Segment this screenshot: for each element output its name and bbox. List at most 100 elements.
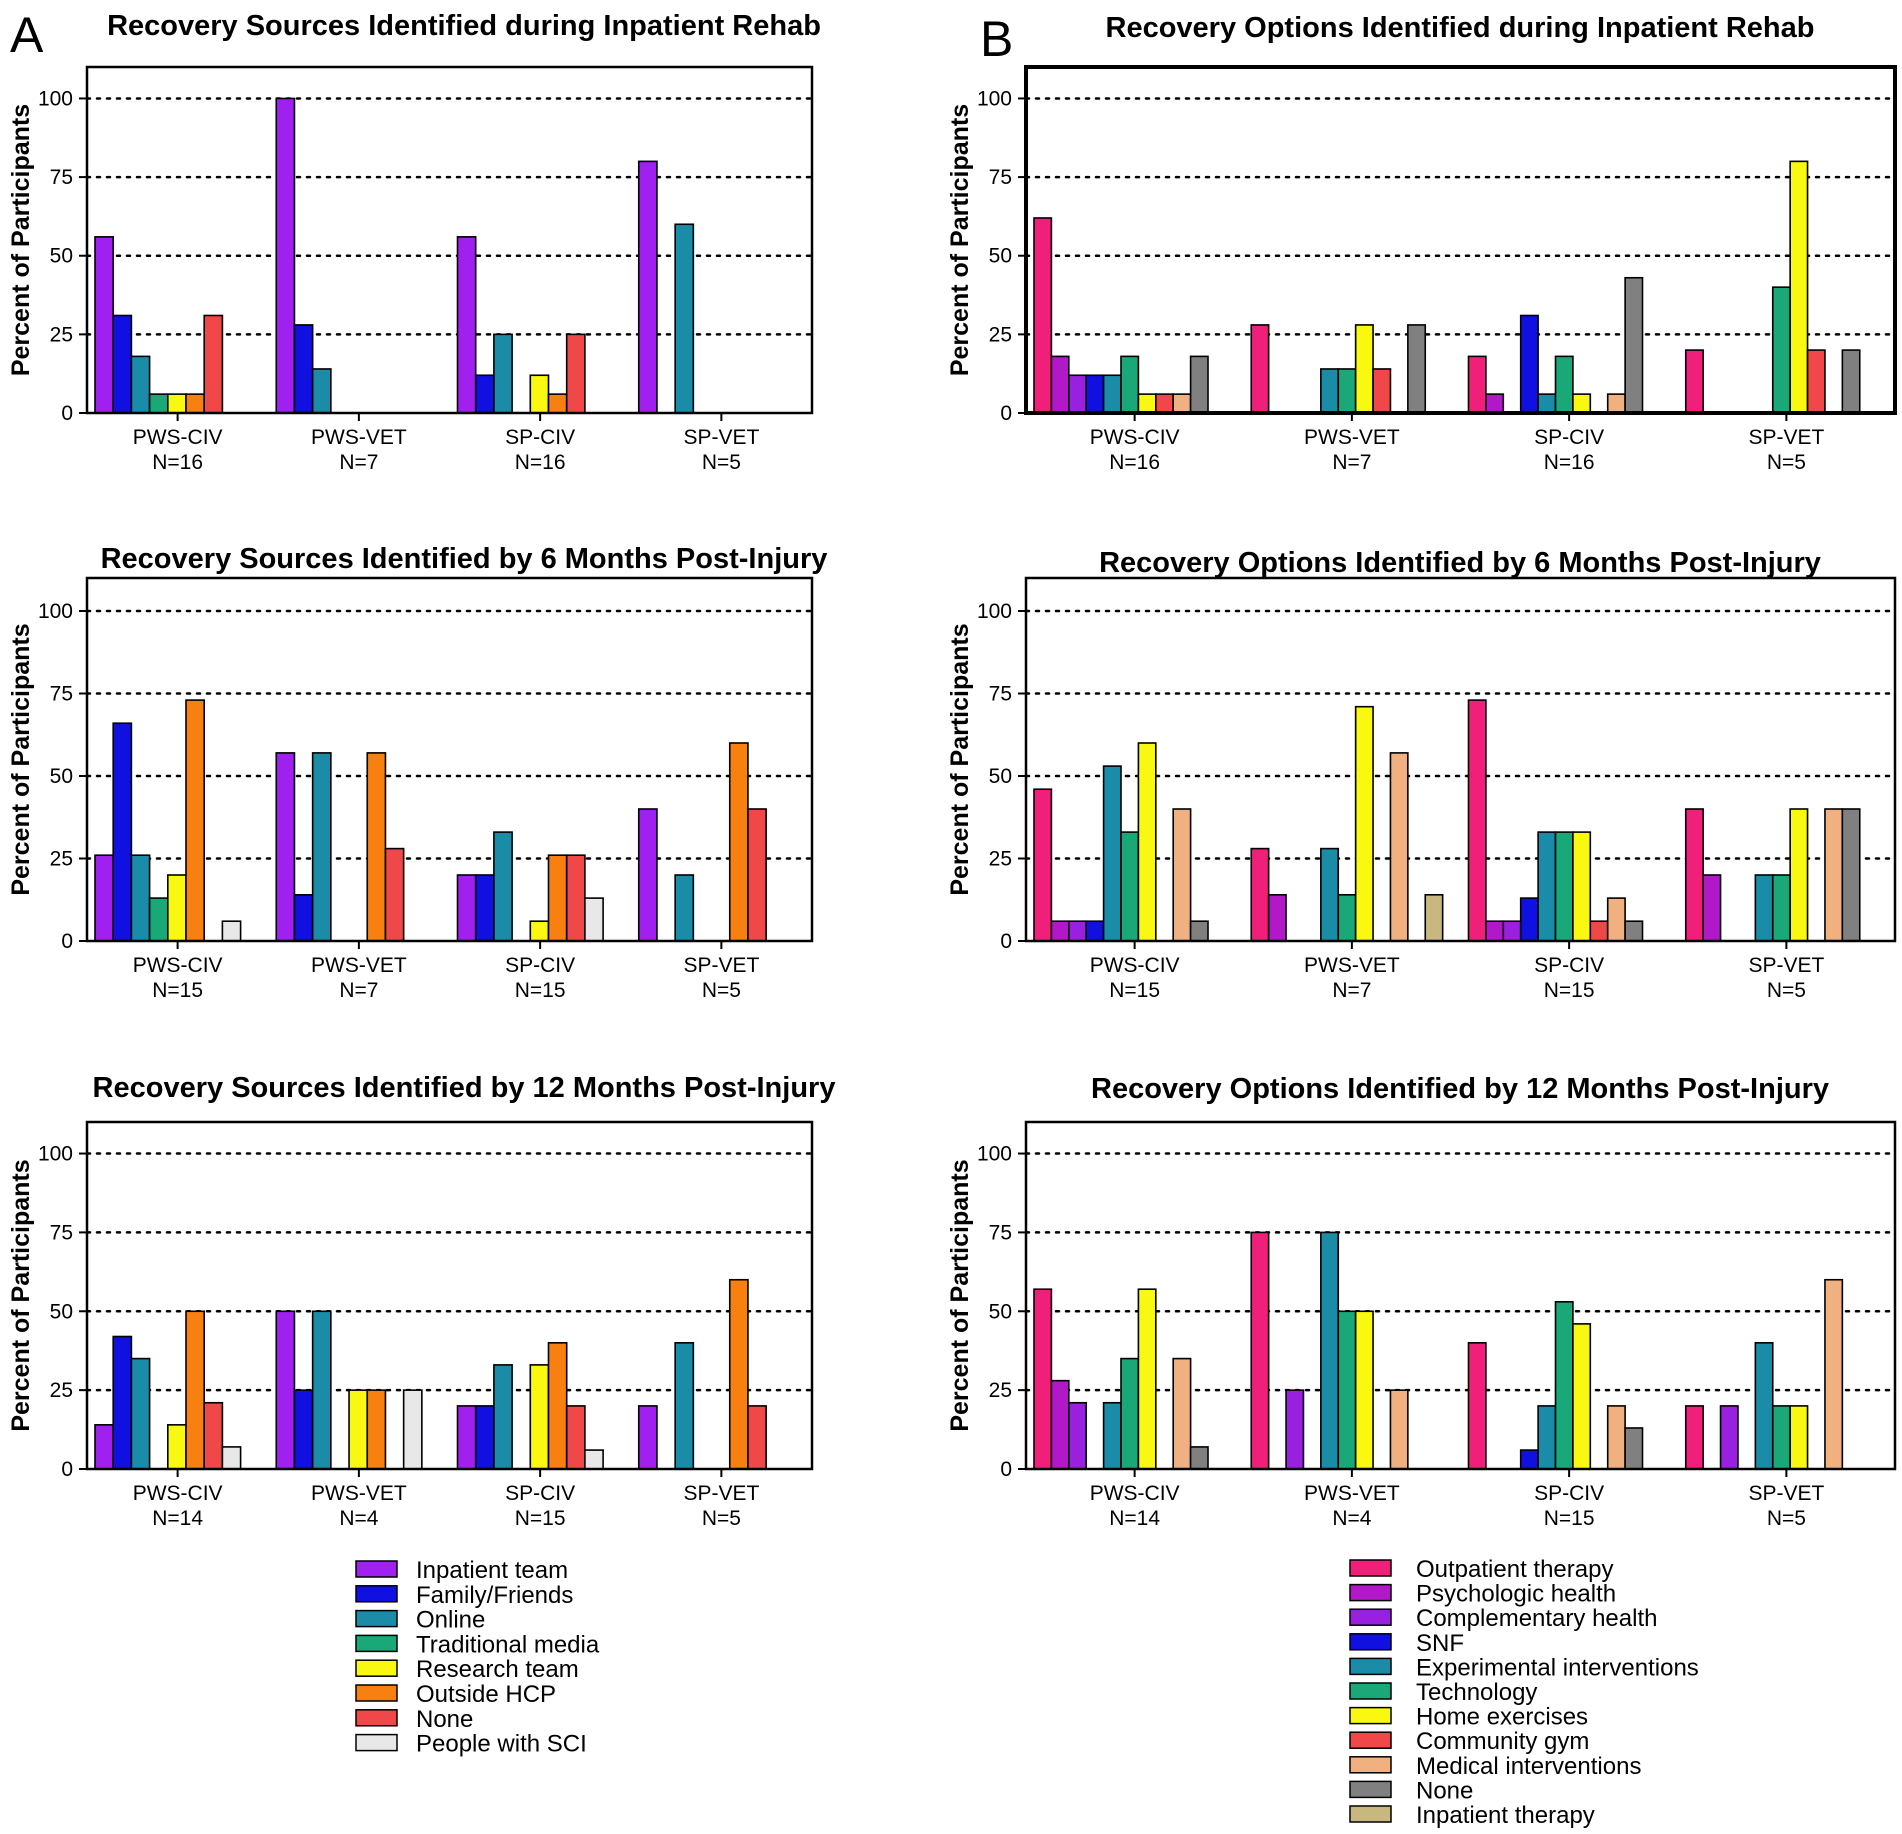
bar-pws-vet-inpatient-team xyxy=(275,1310,296,1470)
chart-title: Recovery Options Identified during Inpat… xyxy=(1106,12,1815,44)
chart-title: Recovery Options Identified by 12 Months… xyxy=(1091,1073,1829,1105)
bar-pws-vet-experimental-interventions xyxy=(1320,368,1340,414)
legend-swatch-complementary-health xyxy=(1349,1608,1392,1626)
legend-swatch-outpatient-therapy xyxy=(1349,1559,1392,1577)
bar-sp-vet-none xyxy=(747,1405,767,1470)
bar-pws-vet-outpatient-therapy xyxy=(1250,847,1270,942)
y-tick-label: 50 xyxy=(50,1300,73,1323)
legend-swatch-community-gym xyxy=(1349,1731,1392,1749)
bar-pws-civ-online xyxy=(130,1357,151,1470)
legend-swatch-none xyxy=(1349,1780,1392,1799)
legend-entry-research-team: Research team xyxy=(416,1656,579,1683)
bar-sp-civ-home-exercises xyxy=(1572,1323,1592,1470)
bar-sp-civ-none xyxy=(1624,920,1644,942)
legend-entry-complementary-health: Complementary health xyxy=(1416,1605,1657,1632)
legend-swatch-none xyxy=(355,1709,398,1727)
chart-1: Recovery Sources Identified during Inpat… xyxy=(7,10,821,474)
legend-entry-medical-interventions: Medical interventions xyxy=(1416,1753,1641,1780)
bar-pws-civ-complementary-health xyxy=(1068,920,1088,942)
legend-swatch-people-with-sci xyxy=(355,1733,398,1752)
legend-entry-home-exercises: Home exercises xyxy=(1416,1704,1588,1731)
bar-pws-civ-medical-interventions xyxy=(1172,1357,1192,1470)
bar-pws-civ-inpatient-team xyxy=(94,854,115,942)
bar-sp-vet-outside-hcp xyxy=(728,742,749,942)
bar-pws-civ-psychologic-health xyxy=(1050,920,1070,942)
bar-pws-civ-none xyxy=(203,1401,224,1470)
bar-pws-vet-experimental-interventions xyxy=(1320,1231,1340,1470)
panel-letter-a: A xyxy=(10,7,44,63)
bar-sp-civ-family-friends xyxy=(474,374,495,414)
legend-swatch-outside-hcp xyxy=(355,1684,398,1702)
x-tick-label: PWS-VET xyxy=(1304,954,1400,977)
bar-pws-vet-outpatient-therapy xyxy=(1250,1231,1270,1470)
bar-pws-civ-complementary-health xyxy=(1068,374,1088,414)
bar-sp-vet-home-exercises xyxy=(1789,160,1809,414)
bar-pws-vet-inpatient-therapy xyxy=(1424,893,1444,942)
x-tick-n-label: N=5 xyxy=(702,451,741,474)
bar-sp-civ-experimental-interventions xyxy=(1537,1405,1557,1470)
bar-pws-civ-research-team xyxy=(167,874,187,942)
panel-letter-b: B xyxy=(980,11,1013,67)
y-tick-label: 25 xyxy=(989,1379,1012,1402)
chart-title: Recovery Options Identified by 6 Months … xyxy=(1099,547,1821,579)
bar-sp-civ-family-friends xyxy=(474,874,495,942)
bar-pws-civ-technology xyxy=(1120,1357,1140,1470)
x-tick-n-label: N=14 xyxy=(1109,1507,1160,1530)
bar-pws-civ-outside-hcp xyxy=(185,699,206,942)
chart-title: Recovery Sources Identified during Inpat… xyxy=(107,10,821,42)
bar-sp-civ-medical-interventions xyxy=(1606,393,1626,414)
x-tick-n-label: N=15 xyxy=(1109,979,1160,1002)
y-axis-label: Percent of Participants xyxy=(7,623,35,895)
y-tick-label: 0 xyxy=(61,930,73,953)
bar-pws-civ-snf xyxy=(1085,374,1105,414)
bar-pws-civ-medical-interventions xyxy=(1172,393,1192,414)
legend-entry-snf: SNF xyxy=(1416,1630,1464,1657)
bar-sp-vet-inpatient-team xyxy=(637,808,658,942)
y-tick-label: 100 xyxy=(38,1143,73,1166)
legend-swatch-traditional-media xyxy=(355,1634,398,1653)
bar-pws-civ-outside-hcp xyxy=(185,1310,206,1470)
x-tick-n-label: N=16 xyxy=(152,451,203,474)
bar-sp-vet-inpatient-team xyxy=(637,160,658,414)
x-tick-label: SP-VET xyxy=(683,954,759,977)
chart-5: Recovery Sources Identified by 12 Months… xyxy=(7,1072,835,1530)
bar-pws-civ-family-friends xyxy=(112,1335,133,1470)
legend-swatch-home-exercises xyxy=(1349,1706,1392,1725)
bar-sp-civ-none xyxy=(565,1405,586,1470)
bar-sp-civ-complementary-health xyxy=(1502,920,1522,942)
x-tick-n-label: N=7 xyxy=(1332,451,1371,474)
y-axis-label: Percent of Participants xyxy=(7,1159,35,1431)
legend-swatch-inpatient-team xyxy=(355,1560,398,1578)
bar-sp-civ-online xyxy=(493,333,513,414)
plot-frame xyxy=(1024,1120,1897,1471)
legend-entry-online: Online xyxy=(416,1607,485,1634)
legend-entry-none: None xyxy=(1416,1777,1473,1804)
x-tick-n-label: N=5 xyxy=(702,979,741,1002)
bar-sp-vet-experimental-interventions xyxy=(1754,874,1774,942)
bar-pws-civ-family-friends xyxy=(112,314,133,414)
x-tick-label: SP-VET xyxy=(1748,1482,1824,1505)
bar-pws-civ-traditional-media xyxy=(148,393,169,414)
x-tick-n-label: N=16 xyxy=(1544,451,1595,474)
bar-pws-vet-psychologic-health xyxy=(1267,893,1287,942)
plot-frame xyxy=(85,1120,814,1471)
x-tick-label: PWS-VET xyxy=(311,1482,407,1505)
legend-entry-traditional-media: Traditional media xyxy=(416,1631,600,1658)
bar-sp-civ-medical-interventions xyxy=(1606,897,1626,942)
bar-pws-vet-home-exercises xyxy=(1354,324,1374,414)
bar-pws-civ-psychologic-health xyxy=(1050,355,1070,414)
bar-sp-civ-home-exercises xyxy=(1572,393,1592,414)
bar-sp-vet-complementary-health xyxy=(1719,1405,1739,1470)
legend-sources: Inpatient teamFamily/FriendsOnlineTradit… xyxy=(355,1557,600,1758)
bar-sp-civ-none xyxy=(565,333,586,414)
bar-pws-civ-traditional-media xyxy=(148,897,169,942)
bar-sp-civ-people-with-sci xyxy=(584,1449,604,1470)
bar-sp-civ-online xyxy=(493,1364,513,1470)
bar-sp-civ-research-team xyxy=(529,374,550,414)
x-tick-label: PWS-CIV xyxy=(133,426,223,449)
legend-entry-technology: Technology xyxy=(1416,1679,1537,1706)
x-tick-n-label: N=5 xyxy=(702,1507,741,1530)
y-tick-label: 75 xyxy=(989,683,1012,706)
bar-sp-vet-technology xyxy=(1771,874,1791,942)
